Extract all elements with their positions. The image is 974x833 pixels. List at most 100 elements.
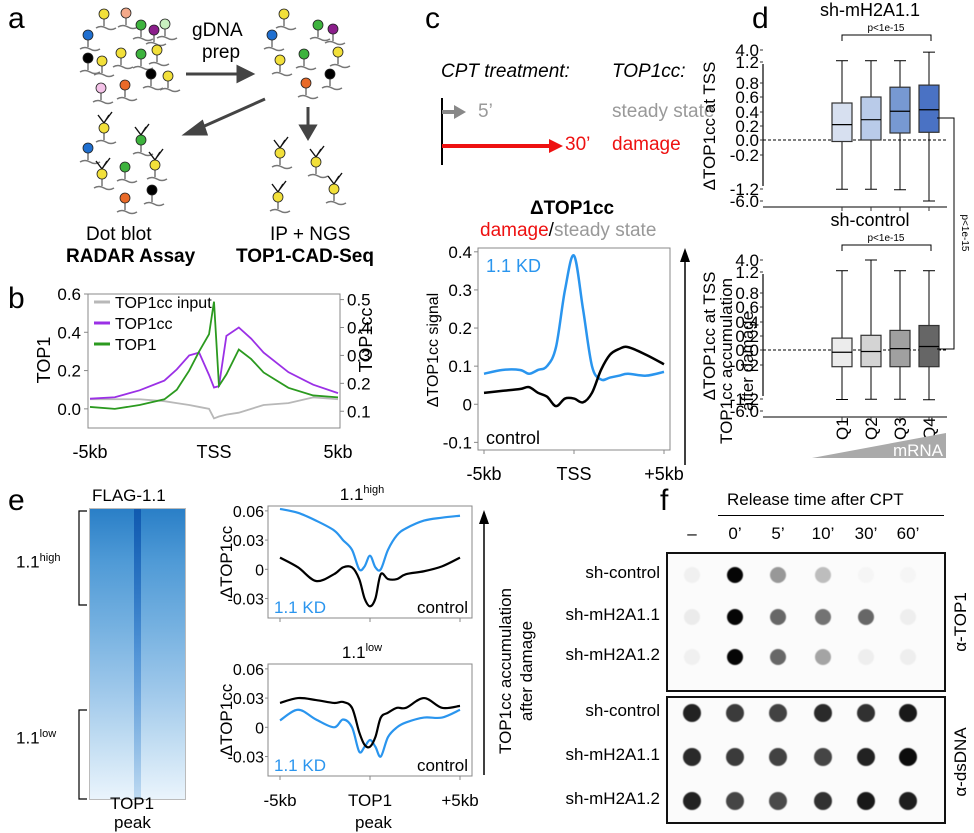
y2-tick-label: 0.3 bbox=[347, 346, 371, 365]
release-header-underline bbox=[718, 515, 944, 516]
panel-d-chart: sh-mH2A1.1p<1e-154.01.20.80.60.40.20.0-0… bbox=[700, 0, 970, 460]
blot-dot bbox=[684, 567, 700, 583]
dna-strand bbox=[297, 88, 319, 100]
blot-dot bbox=[683, 748, 701, 766]
protein-dot bbox=[82, 29, 94, 41]
top1-cad-seq-label: TOP1-CAD-Seq bbox=[236, 246, 374, 267]
dna-strand bbox=[156, 29, 178, 41]
heatmap-xlabel-peak: peak bbox=[114, 813, 151, 832]
antibody-icon bbox=[148, 148, 164, 161]
dna-strand bbox=[95, 19, 117, 31]
protein-dot bbox=[82, 142, 94, 154]
accumulation-arrowhead-e bbox=[479, 510, 489, 524]
y2-tick-label: 0.2 bbox=[347, 374, 371, 393]
dot-blot-arrow bbox=[199, 97, 266, 130]
x-category-label: Q1 bbox=[833, 417, 852, 440]
blot-dot bbox=[900, 649, 916, 665]
dna-strand bbox=[145, 35, 167, 47]
y-axis-label: ΔTOP1cc signal bbox=[425, 293, 442, 407]
pvalue-label: p<1e-15 bbox=[868, 233, 905, 244]
between-group-bracket bbox=[937, 117, 955, 350]
y-tick-label: 1.2 bbox=[735, 53, 759, 72]
panel-c-subtitle: damage/steady state bbox=[480, 220, 656, 242]
blot-dot bbox=[899, 704, 917, 722]
y-tick-label: 0.0 bbox=[735, 131, 759, 150]
protein-dot bbox=[119, 161, 131, 173]
high-label-base: 1.1 bbox=[16, 552, 40, 572]
dna-strand bbox=[143, 195, 165, 207]
y-tick-label: 0 bbox=[463, 395, 472, 414]
flag-heatmap bbox=[89, 508, 186, 800]
y-tick-label: 0.2 bbox=[735, 327, 759, 346]
series-label-control: control bbox=[417, 598, 468, 617]
plot-frame bbox=[87, 293, 341, 429]
subplot-title: 1.1low bbox=[342, 642, 382, 662]
dsdna-blot-label: α-dsDNA bbox=[951, 727, 970, 797]
blot-dot bbox=[769, 704, 787, 722]
y-tick-label: -1.2 bbox=[730, 390, 759, 409]
protein-dot bbox=[135, 134, 147, 146]
protein-dot bbox=[328, 183, 340, 195]
mrna-label: mRNA bbox=[893, 441, 944, 460]
time-column-header: 30’ bbox=[854, 524, 878, 543]
dna-strand bbox=[93, 66, 115, 78]
y-tick-label: -6.0 bbox=[730, 192, 759, 211]
antibody-icon bbox=[95, 157, 111, 170]
x-tick-label: 5kb bbox=[323, 442, 352, 462]
y-tick-label: -0.2 bbox=[730, 146, 759, 165]
y-tick-label: 0.03 bbox=[233, 691, 264, 708]
low-label-sup: low bbox=[39, 728, 57, 740]
y-tick-label: 0.03 bbox=[233, 533, 264, 550]
protein-dot bbox=[327, 23, 339, 35]
protein-dot bbox=[162, 70, 174, 82]
y-axis-label: ΔTOP1cc bbox=[217, 683, 236, 756]
dna-strand bbox=[116, 203, 138, 215]
plot-frame bbox=[477, 247, 671, 451]
dna-strand bbox=[92, 93, 114, 105]
release-time-header: Release time after CPT bbox=[727, 490, 904, 509]
protein-dot bbox=[96, 168, 108, 180]
y-tick-label: 0.4 bbox=[57, 323, 81, 342]
dna-strand bbox=[309, 30, 331, 42]
y-tick-label: 0.0 bbox=[735, 341, 759, 360]
side-label-e-line1: TOP1cc accumulation bbox=[496, 588, 515, 754]
row-label: sh-mH2A1.1 bbox=[565, 745, 660, 764]
dot-blot-label: Dot blot bbox=[86, 224, 152, 245]
dna-strand bbox=[93, 179, 115, 191]
y2-tick-label: 0.4 bbox=[347, 319, 371, 338]
y-tick-label: 0.4 bbox=[735, 313, 759, 332]
heatmap-title: FLAG-1.1 bbox=[92, 486, 166, 505]
protein-dot bbox=[159, 18, 171, 30]
protein-dot bbox=[135, 19, 147, 31]
dna-strand bbox=[146, 170, 168, 182]
y-tick-label: 0.06 bbox=[233, 662, 264, 679]
y-tick-label: -0.1 bbox=[443, 433, 472, 452]
blot-dot bbox=[815, 649, 831, 665]
dot-blot-arrowhead bbox=[181, 119, 209, 136]
blot-dot bbox=[726, 792, 744, 810]
cpt-treatment-label: CPT treatment: bbox=[441, 61, 570, 82]
series-line-top1cc-input bbox=[90, 396, 339, 420]
panel-label-e: e bbox=[8, 484, 25, 517]
y-tick-label: 0 bbox=[255, 720, 264, 737]
protein-dot bbox=[148, 24, 160, 36]
y2-axis-label: TOP1cc bbox=[356, 308, 376, 373]
cpt-timeline bbox=[441, 98, 563, 165]
x-category-label: Q3 bbox=[891, 417, 910, 440]
panel-c-chart: -0.1 0 0.1 0.2 0.3 0.4 -5kb TSS +5kb ΔTOP1cc sign… bbox=[425, 243, 690, 480]
blot-dot bbox=[683, 792, 701, 810]
x-tick-label: TOP1 bbox=[348, 791, 392, 810]
series-line-1.1-kd bbox=[279, 708, 461, 758]
protein-dot bbox=[98, 8, 110, 20]
y-tick-label: 0.6 bbox=[57, 285, 81, 304]
protein-dot bbox=[298, 48, 310, 60]
protein-dot bbox=[119, 79, 131, 91]
blot-dot bbox=[815, 567, 831, 583]
high-group-label: 1.1high bbox=[16, 552, 60, 573]
accumulation-arrowhead-c bbox=[680, 248, 690, 262]
blot-dot bbox=[684, 649, 700, 665]
y-tick-label: 0.0 bbox=[57, 400, 81, 419]
row-label: sh-mH2A1.2 bbox=[565, 645, 660, 664]
time-column-header: 0’ bbox=[728, 524, 742, 543]
row-label: sh-mH2A1.1 bbox=[565, 605, 660, 624]
